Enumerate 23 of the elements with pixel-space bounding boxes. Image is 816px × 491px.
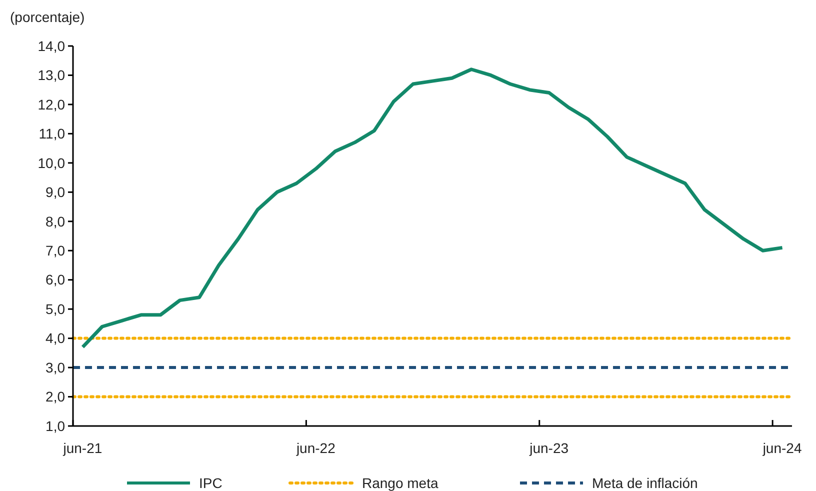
- y-tick-label: 6,0: [46, 272, 66, 288]
- y-tick-label: 1,0: [46, 418, 66, 434]
- x-tick-label: jun-23: [528, 440, 569, 456]
- legend-label: Meta de inflación: [592, 474, 698, 491]
- y-tick-label: 3,0: [46, 359, 66, 376]
- y-tick-label: 7,0: [46, 242, 66, 259]
- y-tick-label: 14,0: [38, 38, 66, 54]
- y-tick-label: 12,0: [38, 96, 66, 112]
- x-tick-label: jun-22: [295, 440, 336, 456]
- y-tick-label: 13,0: [38, 67, 66, 84]
- y-tick-label: 5,0: [46, 300, 66, 317]
- y-tick-label: 8,0: [46, 213, 66, 230]
- line-series: [80, 68, 784, 349]
- x-tick-label: jun-21: [62, 440, 102, 456]
- y-tick-label: 10,0: [38, 154, 66, 171]
- legend-label: IPC: [199, 474, 222, 491]
- y-axis-title: (porcentaje): [10, 9, 85, 25]
- y-tick-label: 11,0: [38, 126, 66, 142]
- x-tick-label: jun-24: [762, 440, 802, 456]
- y-tick-label: 4,0: [46, 330, 66, 346]
- y-tick-label: 9,0: [46, 184, 66, 200]
- y-tick-label: 2,0: [46, 388, 66, 405]
- legend-label: Rango meta: [362, 474, 438, 491]
